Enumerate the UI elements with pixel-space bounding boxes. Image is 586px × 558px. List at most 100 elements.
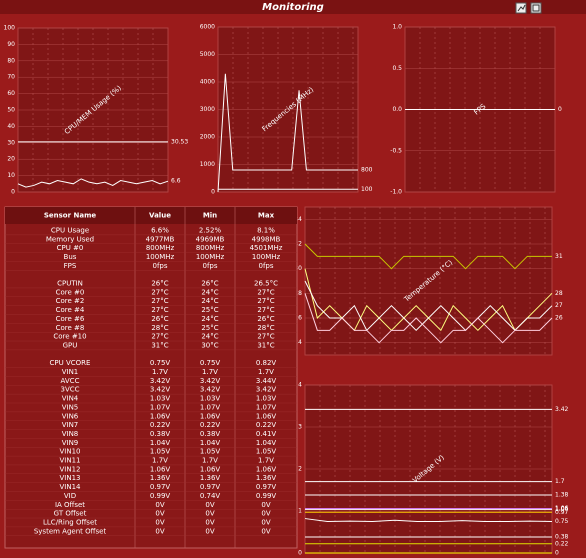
end-label: 30.53 bbox=[171, 138, 188, 145]
y-tick-label: 5000 bbox=[200, 51, 215, 58]
end-label: 1.05 bbox=[555, 505, 569, 512]
sensor-value: 3.42V bbox=[150, 386, 171, 394]
sensor-value: 28°C bbox=[257, 324, 274, 332]
y-tick-label: 3000 bbox=[200, 106, 215, 113]
sensor-value: 28°C bbox=[151, 324, 168, 332]
sensor-value: 0.22V bbox=[200, 421, 221, 429]
sensor-value: 1.36V bbox=[256, 474, 277, 482]
sensor-value: 27°C bbox=[151, 306, 168, 314]
sensor-name: Core #6 bbox=[56, 315, 85, 323]
sensor-value: 4977MB bbox=[146, 235, 175, 243]
sensor-value: 0V bbox=[261, 527, 270, 535]
sensor-value: 3.42V bbox=[200, 377, 221, 385]
end-label: 100 bbox=[361, 186, 373, 193]
sensor-value: 0V bbox=[261, 518, 270, 526]
y-tick-label: -1.0 bbox=[390, 189, 402, 196]
series-line bbox=[304, 293, 553, 344]
sensor-value: 27°C bbox=[257, 333, 274, 341]
sensor-value: 0.75V bbox=[150, 359, 171, 367]
export-button[interactable] bbox=[530, 2, 542, 14]
sensor-value: 0.99V bbox=[150, 492, 171, 500]
sensor-value: 0fps bbox=[152, 262, 167, 270]
sensor-value: 1.7V bbox=[152, 368, 168, 376]
sensor-value: 0.38V bbox=[150, 430, 171, 438]
sensor-value: 27°C bbox=[257, 306, 274, 314]
y-tick-label: 32 bbox=[294, 241, 302, 248]
sensor-value: 100MHz bbox=[252, 253, 281, 261]
y-tick-label: 30 bbox=[294, 265, 302, 272]
sensor-value: 26°C bbox=[257, 315, 274, 323]
end-label: 800 bbox=[361, 167, 373, 174]
y-tick-label: 4 bbox=[298, 382, 302, 389]
sensor-value: 1.07V bbox=[200, 403, 221, 411]
sensor-value: 3.44V bbox=[256, 377, 277, 385]
sensor-value: 8.1% bbox=[257, 226, 275, 234]
table-header bbox=[5, 207, 297, 224]
sensor-value: 3.42V bbox=[150, 377, 171, 385]
sensor-value: 1.36V bbox=[150, 474, 171, 482]
sensor-value: 1.7V bbox=[258, 368, 274, 376]
column-header: Value bbox=[149, 212, 171, 220]
sensor-name: Core #2 bbox=[56, 297, 85, 305]
sensor-value: 100MHz bbox=[196, 253, 225, 261]
end-label: 31 bbox=[555, 253, 563, 260]
sensor-name: VIN5 bbox=[62, 403, 79, 411]
y-tick-label: 34 bbox=[294, 216, 302, 223]
sensor-value: 0V bbox=[205, 527, 214, 535]
y-tick-label: 0 bbox=[298, 550, 302, 557]
series-line bbox=[17, 178, 169, 188]
column-header: Sensor Name bbox=[44, 212, 97, 220]
sensor-name: Core #10 bbox=[53, 333, 86, 341]
sensor-value: 26.5°C bbox=[254, 280, 278, 288]
sensor-name: VIN6 bbox=[62, 412, 79, 420]
end-label: 0 bbox=[555, 550, 559, 557]
sensor-value: 0.22V bbox=[256, 421, 277, 429]
y-tick-label: 0.5 bbox=[392, 65, 402, 72]
sensor-value: 0.22V bbox=[150, 421, 171, 429]
sensor-name: VIN7 bbox=[62, 421, 79, 429]
end-label: 27 bbox=[555, 302, 563, 309]
sensor-value: 0V bbox=[155, 518, 164, 526]
sensor-value: 24°C bbox=[201, 288, 218, 296]
sensor-value: 1.07V bbox=[150, 403, 171, 411]
graph-button[interactable] bbox=[515, 2, 527, 14]
export-icon bbox=[532, 4, 540, 12]
y-tick-label: 1 bbox=[298, 508, 302, 515]
sensor-value: 25°C bbox=[201, 306, 218, 314]
sensor-name: CPU VCORE bbox=[50, 359, 91, 367]
series-line bbox=[304, 243, 552, 270]
y-tick-label: 30 bbox=[7, 139, 15, 146]
sensor-value: 1.06V bbox=[256, 465, 277, 473]
y-tick-label: 2000 bbox=[200, 134, 215, 141]
sensor-value: 1.04V bbox=[150, 439, 171, 447]
sensor-value: 25°C bbox=[201, 324, 218, 332]
y-tick-label: 100 bbox=[4, 25, 16, 32]
end-label: 28 bbox=[555, 290, 563, 297]
sensor-name: CPU #0 bbox=[57, 244, 84, 252]
sensor-value: 6.6% bbox=[151, 226, 169, 234]
y-tick-label: 28 bbox=[294, 290, 302, 297]
y-tick-label: 0 bbox=[211, 189, 215, 196]
sensor-value: 1.03V bbox=[256, 395, 277, 403]
sensor-value: 31°C bbox=[151, 341, 168, 349]
y-tick-label: 50 bbox=[7, 107, 15, 114]
sensor-value: 0.97V bbox=[200, 483, 221, 491]
sensor-name: VIN9 bbox=[62, 439, 79, 447]
sensor-value: 0.74V bbox=[200, 492, 221, 500]
sensor-value: 4998MB bbox=[252, 235, 281, 243]
sensor-value: 1.05V bbox=[200, 448, 221, 456]
sensor-value: 1.7V bbox=[202, 368, 218, 376]
sensor-value: 1.05V bbox=[150, 448, 171, 456]
sensor-value: 0V bbox=[261, 510, 270, 518]
sensor-value: 0V bbox=[155, 527, 164, 535]
sensor-value: 4501MHz bbox=[250, 244, 283, 252]
sensor-name: VIN10 bbox=[60, 448, 81, 456]
sensor-name: Core #8 bbox=[56, 324, 85, 332]
sensor-value: 27°C bbox=[257, 288, 274, 296]
end-label: 3.42 bbox=[555, 406, 569, 413]
sensor-value: 1.03V bbox=[150, 395, 171, 403]
sensor-value: 24°C bbox=[201, 297, 218, 305]
sensor-value: 1.7V bbox=[258, 457, 274, 465]
end-label: 1.04 bbox=[555, 506, 569, 513]
